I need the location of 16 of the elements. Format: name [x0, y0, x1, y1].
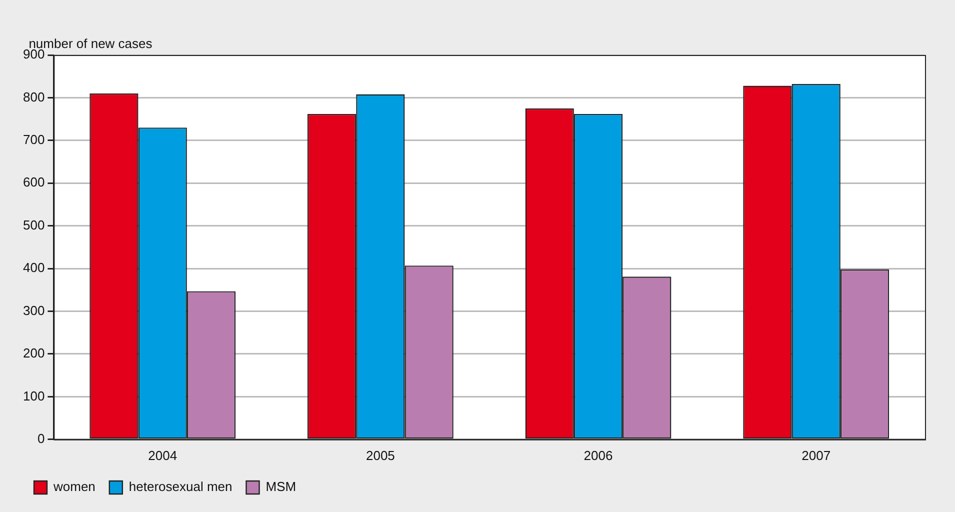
y-tick-label: 800 — [22, 89, 45, 104]
y-tick-label: 400 — [22, 260, 45, 276]
y-tick-label: 700 — [22, 132, 45, 147]
y-tick-label: 200 — [22, 346, 45, 361]
y-tick-label: 100 — [22, 388, 45, 404]
legend-label: heterosexual men — [128, 479, 232, 494]
legend-label: women — [52, 479, 96, 494]
y-tick-label: 600 — [22, 174, 45, 190]
x-tick-label: 2006 — [584, 448, 613, 463]
y-tick-label: 0 — [37, 430, 45, 446]
y-tick-label: 500 — [22, 217, 45, 232]
x-tick-label: 2007 — [802, 448, 831, 463]
y-tick-label: 300 — [22, 302, 45, 318]
x-tick-label: 2005 — [366, 448, 395, 463]
x-tick-label: 2004 — [148, 448, 178, 463]
legend-label: MSM — [266, 479, 296, 494]
